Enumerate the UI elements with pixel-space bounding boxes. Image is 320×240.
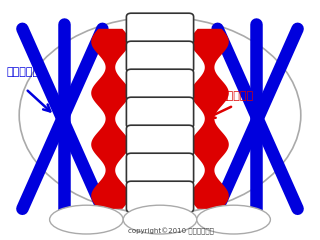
FancyBboxPatch shape (126, 153, 194, 184)
Text: グローバル筋: グローバル筋 (6, 67, 46, 77)
FancyBboxPatch shape (126, 41, 194, 72)
Ellipse shape (197, 205, 270, 234)
FancyBboxPatch shape (126, 13, 194, 44)
FancyBboxPatch shape (126, 97, 194, 128)
Text: ローカル筋: ローカル筋 (221, 91, 254, 101)
Polygon shape (91, 29, 130, 209)
FancyBboxPatch shape (126, 125, 194, 156)
Text: copyright©2010 いちご治療院: copyright©2010 いちご治療院 (128, 228, 214, 235)
FancyBboxPatch shape (126, 69, 194, 100)
Polygon shape (190, 29, 229, 209)
Ellipse shape (123, 205, 197, 234)
FancyBboxPatch shape (126, 181, 194, 212)
Ellipse shape (50, 205, 123, 234)
